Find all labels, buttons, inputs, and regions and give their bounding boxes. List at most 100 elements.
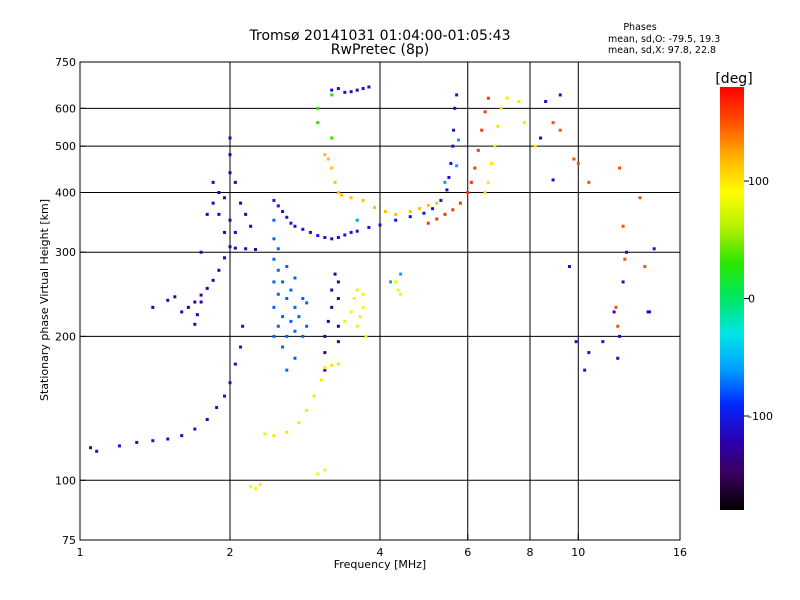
data-point <box>323 468 327 472</box>
data-point <box>272 280 276 284</box>
data-point <box>217 212 221 216</box>
data-point <box>343 90 347 94</box>
data-point <box>449 161 453 165</box>
data-point <box>333 180 337 184</box>
data-point <box>272 434 276 438</box>
data-point <box>244 247 248 251</box>
data-point <box>455 164 459 168</box>
data-point <box>330 288 334 292</box>
data-point <box>211 278 215 282</box>
data-point <box>587 180 591 184</box>
data-point <box>293 224 297 228</box>
data-point <box>621 280 625 284</box>
y-tick-label: 500 <box>55 140 76 153</box>
data-point <box>293 305 297 309</box>
data-point <box>95 449 99 453</box>
y-tick-label: 400 <box>55 186 76 199</box>
data-point <box>211 180 215 184</box>
data-point <box>352 297 356 301</box>
data-point <box>544 100 548 104</box>
colorbar-tick-label: 100 <box>748 175 769 188</box>
data-point <box>576 161 580 165</box>
data-point <box>523 121 527 125</box>
data-point <box>323 153 327 157</box>
data-point <box>316 106 320 110</box>
data-point <box>180 434 184 438</box>
data-point <box>358 315 362 319</box>
data-point <box>422 211 426 215</box>
data-point <box>285 215 289 219</box>
data-point <box>336 324 340 328</box>
data-points <box>89 85 656 491</box>
data-point <box>638 196 642 200</box>
data-point <box>473 166 477 170</box>
data-point <box>343 233 347 237</box>
data-point <box>486 96 490 100</box>
data-point <box>244 212 248 216</box>
y-tick-label: 300 <box>55 246 76 259</box>
chart-subtitle: RwPretec (8p) <box>331 42 429 58</box>
data-point <box>330 237 334 241</box>
data-point <box>349 310 353 314</box>
data-point <box>228 245 232 249</box>
data-point <box>367 85 371 89</box>
data-point <box>117 444 121 448</box>
data-point <box>389 280 393 284</box>
data-point <box>333 272 337 276</box>
data-point <box>193 322 197 326</box>
data-point <box>558 128 562 132</box>
y-axis: 75 100 200 300 400 500 600 750 <box>55 56 86 547</box>
data-point <box>336 297 340 301</box>
data-point <box>233 230 237 234</box>
data-point <box>249 224 253 228</box>
data-point <box>539 136 543 140</box>
data-point <box>319 378 323 382</box>
data-point <box>355 229 359 233</box>
data-point <box>336 362 340 366</box>
data-point <box>455 93 459 97</box>
data-point <box>408 210 412 214</box>
data-point <box>399 292 403 296</box>
data-point <box>458 201 462 205</box>
data-point <box>373 206 377 210</box>
y-axis-label: Stationary phase Virtual Height [km] <box>38 199 51 401</box>
data-point <box>323 368 327 372</box>
data-point <box>453 106 457 110</box>
data-point <box>340 193 344 197</box>
data-point <box>648 310 652 314</box>
data-point <box>272 334 276 338</box>
data-point <box>451 144 455 148</box>
data-point <box>239 345 243 349</box>
data-point <box>205 212 209 216</box>
data-point <box>285 334 289 338</box>
data-point <box>272 305 276 309</box>
data-point <box>394 280 398 284</box>
data-point <box>349 90 353 94</box>
data-point <box>499 106 503 110</box>
data-point <box>263 432 267 436</box>
data-point <box>330 88 334 92</box>
data-point <box>249 485 253 489</box>
data-point <box>551 178 555 182</box>
data-point <box>408 215 412 219</box>
data-point <box>293 356 297 360</box>
phases-info-x: mean, sd,X: 97.8, 22.8 <box>608 45 716 56</box>
data-point <box>228 171 232 175</box>
data-point <box>476 148 480 152</box>
data-point <box>166 298 170 302</box>
colorbar-tick-label: -100 <box>748 410 773 423</box>
data-point <box>223 256 227 260</box>
data-point <box>223 230 227 234</box>
data-point <box>355 88 359 92</box>
data-point <box>493 144 497 148</box>
data-point <box>361 198 365 202</box>
data-point <box>193 427 197 431</box>
chart-title: Tromsø 20141031 01:04:00-01:05:43 <box>249 28 511 44</box>
data-point <box>281 345 285 349</box>
data-point <box>276 247 280 251</box>
colorbar <box>720 87 744 510</box>
data-point <box>618 334 622 338</box>
data-point <box>276 268 280 272</box>
